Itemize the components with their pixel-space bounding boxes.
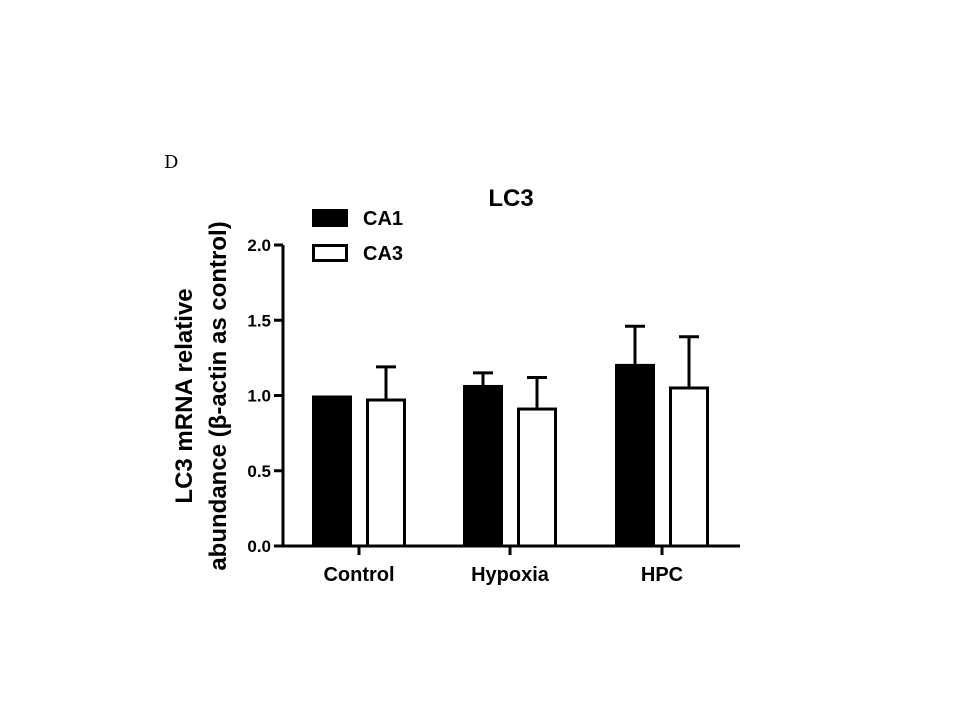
bars	[312, 363, 709, 548]
y-axis-label: LC3 mRNA relative abundance (β-actin as …	[171, 221, 232, 570]
y-axis-label-line-2: abundance (β-actin as control)	[205, 221, 232, 570]
y-tick-label: 2.0	[247, 236, 271, 255]
y-tick-label: 1.5	[247, 311, 271, 330]
legend-label-ca3: CA3	[363, 243, 403, 265]
legend-swatch-ca1	[312, 209, 348, 227]
y-tick-label: 0.5	[247, 462, 271, 481]
panel-letter: D	[164, 152, 178, 173]
x-tick-label: Control	[323, 564, 394, 586]
legend: CA1 CA3	[312, 208, 403, 265]
bar-ca3-control	[366, 398, 406, 548]
error-bars	[376, 324, 699, 408]
legend-label-ca1: CA1	[363, 208, 403, 230]
bar-ca1-hpc	[615, 363, 655, 546]
x-tick-label: HPC	[641, 564, 683, 586]
bar-ca1-control	[312, 395, 352, 546]
y-tick-label: 1.0	[247, 387, 271, 406]
x-tick-label: Hypoxia	[471, 564, 550, 586]
chart-title: LC3	[488, 185, 533, 212]
bar-ca1-hypoxia	[463, 384, 503, 546]
legend-swatch-ca3	[312, 244, 348, 262]
bar-ca3-hpc	[669, 386, 709, 548]
bar-ca3-hypoxia	[517, 407, 557, 548]
y-axis-label-line-1: LC3 mRNA relative	[171, 288, 198, 503]
y-tick-label: 0.0	[247, 537, 271, 556]
axes: 0.0 0.5 1.0 1.5 2.0 Control Hypoxia HPC	[247, 236, 740, 586]
